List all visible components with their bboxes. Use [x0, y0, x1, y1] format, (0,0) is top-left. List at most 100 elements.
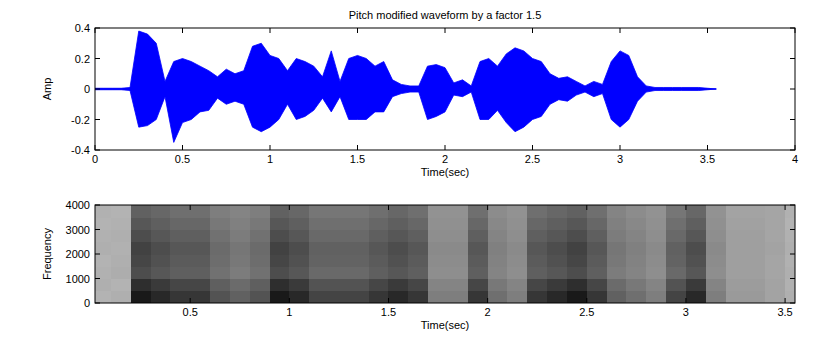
x-tick-label: 2	[442, 153, 448, 165]
spectrogram-cell	[547, 205, 567, 218]
spectrogram-cell	[309, 242, 329, 255]
spectrogram-cell	[527, 205, 547, 218]
x-tick-top	[182, 28, 183, 33]
y-tick-right	[790, 254, 795, 255]
spectrogram-cell	[527, 291, 547, 303]
spectrogram-cell	[448, 242, 468, 255]
spectrogram-cell	[210, 217, 230, 230]
spectrogram-cell	[111, 205, 131, 218]
spectrogram-cell	[567, 266, 587, 279]
spectrogram-cell	[666, 254, 686, 267]
spectrogram-cell	[706, 254, 726, 267]
spectrogram-cell	[408, 254, 428, 267]
spectrogram-cell	[131, 217, 151, 230]
spectrogram-cell	[131, 291, 151, 303]
spectrogram-cell	[230, 217, 250, 230]
spectrogram-cell	[210, 291, 230, 303]
spectrogram-cell	[369, 217, 389, 230]
spectrogram-cell	[626, 242, 646, 255]
spectrogram-cell	[95, 230, 111, 243]
spectrogram-cell	[607, 266, 627, 279]
spectrogram-cell	[547, 254, 567, 267]
spectrogram-cell	[131, 254, 151, 267]
y-tick	[95, 150, 100, 151]
spectrogram-cell	[726, 291, 746, 303]
spectrogram-cell	[131, 242, 151, 255]
spectrogram-cell	[111, 291, 131, 303]
y-tick-right	[790, 303, 795, 304]
spectrogram-cell	[448, 291, 468, 303]
spectrogram-cell	[369, 254, 389, 267]
spectrogram-cell	[151, 217, 171, 230]
spectrogram-cell	[388, 266, 408, 279]
y-tick-label: 0.2	[75, 53, 90, 65]
spectrogram-cell	[369, 205, 389, 218]
spectrogram-cell	[230, 205, 250, 218]
x-tick-top	[532, 28, 533, 33]
spectrogram-cell	[686, 291, 706, 303]
spectrogram-cell	[587, 217, 607, 230]
spectrogram-cell	[527, 266, 547, 279]
y-tick	[95, 229, 100, 230]
x-tick-top	[785, 205, 786, 210]
spectrogram-cell	[726, 230, 746, 243]
spectrogram-cell	[785, 242, 795, 255]
spectrogram-cell	[270, 217, 290, 230]
x-tick-top	[270, 28, 271, 33]
spectrogram-cell	[666, 205, 686, 218]
spectrogram-cell	[289, 217, 309, 230]
spectrogram-cell	[349, 242, 369, 255]
spectrogram-cell	[289, 279, 309, 292]
x-tick	[620, 145, 621, 150]
x-tick-top	[620, 28, 621, 33]
spectrogram-cell	[111, 279, 131, 292]
spectrogram-cell	[250, 230, 270, 243]
y-tick-right	[790, 58, 795, 59]
x-tick-top	[685, 205, 686, 210]
spectrogram-cell	[745, 266, 765, 279]
spectrogram-cell	[567, 242, 587, 255]
y-tick-label: 0	[84, 83, 90, 95]
x-tick-label: 4	[792, 153, 798, 165]
spectrogram-cell	[408, 279, 428, 292]
spectrogram-cell	[488, 291, 508, 303]
x-tick	[685, 298, 686, 303]
spectrogram-cell	[686, 254, 706, 267]
spectrogram-cell	[726, 205, 746, 218]
x-tick	[190, 298, 191, 303]
spectrogram-cell	[686, 266, 706, 279]
x-tick-label: 2	[485, 306, 491, 318]
spectrogram-cell	[527, 242, 547, 255]
y-tick	[95, 89, 100, 90]
spectrogram-cell	[170, 217, 190, 230]
x-tick-top	[289, 205, 290, 210]
spectrogram-cell	[369, 230, 389, 243]
spectrogram-cell	[270, 291, 290, 303]
spectrogram-cell	[170, 242, 190, 255]
spectrogram-cell	[765, 291, 785, 303]
spectrogram-cell	[210, 205, 230, 218]
spectrogram-cell	[706, 266, 726, 279]
spectrogram-cell	[587, 291, 607, 303]
spectrogram-cell	[547, 266, 567, 279]
spectrogram-cell	[686, 230, 706, 243]
spectrogram-cell	[567, 205, 587, 218]
spectrogram-cell	[349, 266, 369, 279]
spectrogram-cell	[170, 279, 190, 292]
spectrogram-cell	[666, 217, 686, 230]
spectrogram-cell	[250, 205, 270, 218]
spectrogram-cell	[706, 217, 726, 230]
spectrogram-cell	[151, 230, 171, 243]
spectrogram-cell	[309, 279, 329, 292]
x-tick-label: 0.5	[183, 306, 198, 318]
spectrogram-cell	[468, 291, 488, 303]
spectrogram-cell	[448, 266, 468, 279]
spectrogram-cell	[95, 291, 111, 303]
spectrogram-cell	[547, 279, 567, 292]
spectrogram-cell	[785, 205, 795, 218]
spectrogram-cell	[329, 230, 349, 243]
x-tick	[182, 145, 183, 150]
spectrogram-cell	[388, 205, 408, 218]
spectrogram-cell	[547, 242, 567, 255]
spectrogram-cell	[250, 254, 270, 267]
